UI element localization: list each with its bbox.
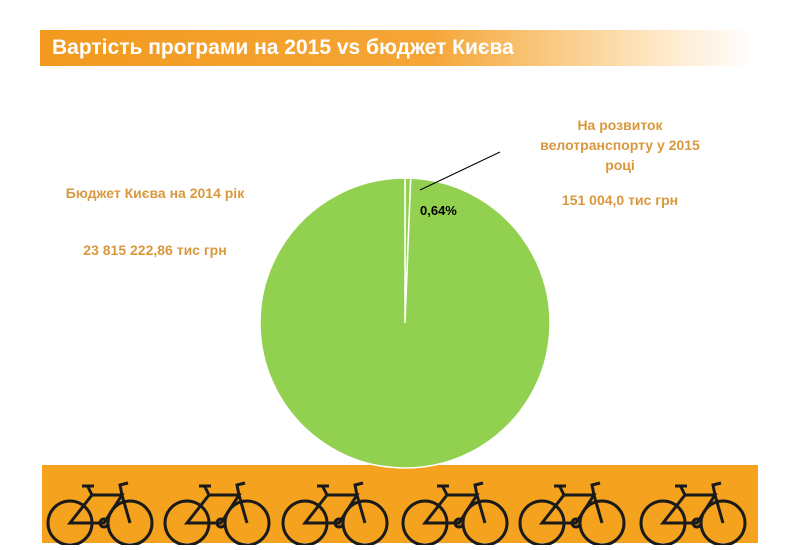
pie-slice [259, 177, 551, 469]
value-label: 151 004,0 тис грн [561, 192, 679, 208]
value-label: 23 815 222,86 тис грн [83, 242, 227, 258]
title-bar [40, 30, 752, 66]
bike-strip [42, 465, 758, 543]
leader-line [419, 151, 501, 191]
slice-label: Бюджет Києва на 2014 рік [65, 185, 245, 201]
slice-label: На розвиток велотранспорту у 2015 році [540, 117, 700, 173]
percent-label: 0,64% [420, 203, 457, 218]
chart-title: Вартість програми на 2015 vs бюджет Києв… [52, 36, 514, 59]
